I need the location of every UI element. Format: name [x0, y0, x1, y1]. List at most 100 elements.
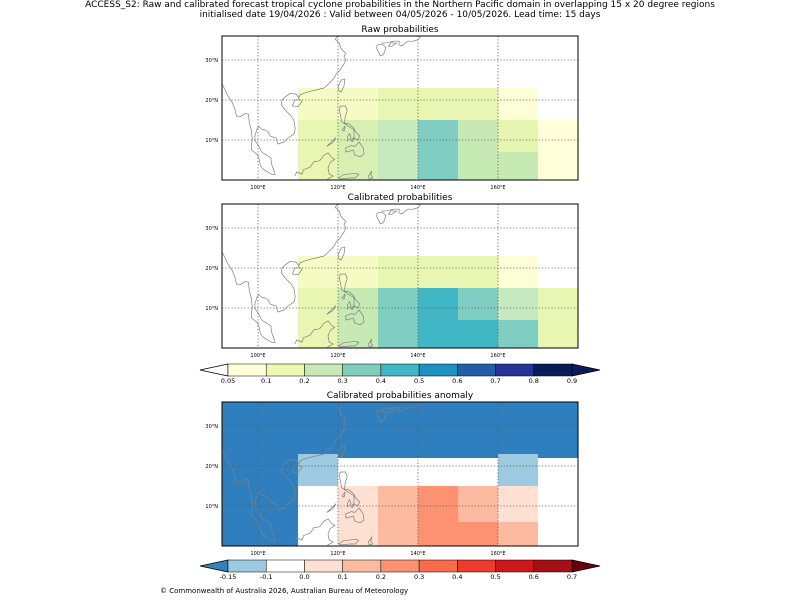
colorbar-tick-label: 0.3: [414, 573, 424, 581]
coastline: [345, 141, 365, 158]
coastline: [345, 309, 365, 326]
lon-tick-label: 120°E: [330, 551, 345, 557]
coastline: [353, 129, 361, 141]
map-panel-raw: Raw probabilities 30°N 20°N 10°N 100°E 120°E 1…: [205, 25, 579, 191]
coastline: [375, 211, 387, 225]
coastline: [294, 160, 320, 177]
coastline: [292, 465, 303, 474]
panel-title: Calibrated probabilities anomaly: [327, 391, 474, 401]
colorbar-tick-label: 0.2: [299, 377, 309, 385]
lon-tick-label: 160°E: [490, 551, 505, 557]
colorbar-segment: [495, 559, 535, 573]
colorbar-tick-label: 0.05: [221, 377, 235, 385]
coastline: [350, 502, 355, 509]
map-frame: [221, 203, 579, 349]
lat-tick-label: 30°N: [205, 424, 218, 430]
colorbar-tick-label: 0.1: [337, 573, 347, 581]
probability-colorbar: 0.05 0.1 0.2 0.3 0.4 0.5 0.6 0.7 0.8 0.9: [199, 363, 601, 385]
colorbar-tick-label: -0.15: [220, 573, 237, 581]
lon-tick-label: 100°E: [250, 185, 265, 191]
probability-cell: [458, 320, 498, 348]
colorbar-segment: [418, 363, 458, 377]
colorbar-segment: [533, 363, 573, 377]
probability-cell: [498, 320, 538, 348]
colorbar-segment: [227, 363, 267, 377]
probability-cell: [418, 486, 458, 546]
coastline: [353, 297, 361, 309]
colorbar-segment: [495, 363, 535, 377]
colorbar-tick-label: -0.1: [260, 573, 273, 581]
coastline: [338, 172, 360, 180]
probability-cell: [298, 120, 338, 180]
coastline: [338, 105, 356, 131]
copyright-notice: © Commonwealth of Australia 2026, Austra…: [160, 587, 409, 595]
colorbar-tick-label: 0.3: [337, 377, 347, 385]
coastline: [353, 495, 361, 507]
colorbar-segment: [265, 363, 305, 377]
probability-cell: [498, 288, 538, 320]
lat-tick-label: 10°N: [205, 138, 218, 144]
probability-cell: [538, 288, 578, 348]
probability-cell: [498, 486, 538, 522]
probability-cell: [338, 120, 378, 180]
probability-cell: [378, 486, 418, 546]
coastline: [381, 204, 421, 215]
coastline: [347, 300, 352, 310]
coastline: [294, 328, 320, 345]
probability-cell: [458, 120, 498, 180]
lat-tick-label: 30°N: [205, 58, 218, 64]
probability-cell: [378, 288, 418, 348]
coastline: [388, 210, 398, 215]
colorbar-tick-label: 0.5: [414, 377, 424, 385]
colorbar-over-extension: [571, 559, 601, 573]
lat-tick-label: 20°N: [205, 98, 218, 104]
probability-cell: [298, 486, 338, 546]
lon-tick-label: 160°E: [490, 353, 505, 359]
probability-cell: [338, 486, 378, 546]
probability-cell: [538, 486, 578, 546]
probability-cell: [498, 120, 538, 152]
coastline: [338, 538, 360, 546]
map-content: [222, 402, 578, 546]
coastline: [222, 402, 347, 542]
lon-tick-label: 100°E: [250, 353, 265, 359]
colorbar-tick-label: 0.9: [567, 377, 577, 385]
colorbar-segment: [304, 559, 343, 573]
probability-cell: [498, 256, 538, 288]
coastline: [368, 170, 374, 180]
coastline: [294, 526, 320, 543]
coastline: [347, 498, 352, 508]
lon-tick-label: 120°E: [330, 353, 345, 359]
lon-tick-label: 140°E: [410, 185, 425, 191]
colorbar-segment: [342, 363, 382, 377]
colorbar-tick-label: 0.5: [490, 573, 500, 581]
coastline: [388, 42, 398, 47]
probability-cell: [458, 288, 498, 320]
coastline: [338, 273, 356, 299]
probability-cell: [498, 454, 538, 486]
colorbar-under-extension: [199, 363, 229, 377]
probability-cell: [458, 486, 498, 522]
coastline: [341, 125, 346, 132]
probability-cell: [458, 522, 498, 546]
lon-tick-label: 120°E: [330, 185, 345, 191]
colorbar-tick-label: 0.2: [376, 573, 386, 581]
colorbar-tick-label: 0.6: [529, 573, 539, 581]
probability-cell: [498, 88, 538, 120]
lat-tick-label: 30°N: [205, 226, 218, 232]
colorbar-segment: [265, 559, 305, 573]
coastline: [345, 507, 365, 524]
colorbar-segment: [418, 559, 458, 573]
probability-cell: [418, 120, 458, 180]
coastline: [368, 338, 374, 348]
colorbar-tick-label: 0.0: [299, 573, 309, 581]
map-panel-anomaly: Calibrated probabilities anomaly 30°N 20°N…: [205, 391, 579, 557]
map-frame: [221, 35, 579, 181]
coastline: [338, 340, 360, 348]
coastline: [222, 204, 347, 344]
coastline: [319, 518, 336, 546]
colorbar-segment: [457, 559, 496, 573]
probability-cell: [298, 454, 338, 486]
colorbar-tick-label: 0.7: [490, 377, 500, 385]
coastline: [341, 293, 346, 300]
